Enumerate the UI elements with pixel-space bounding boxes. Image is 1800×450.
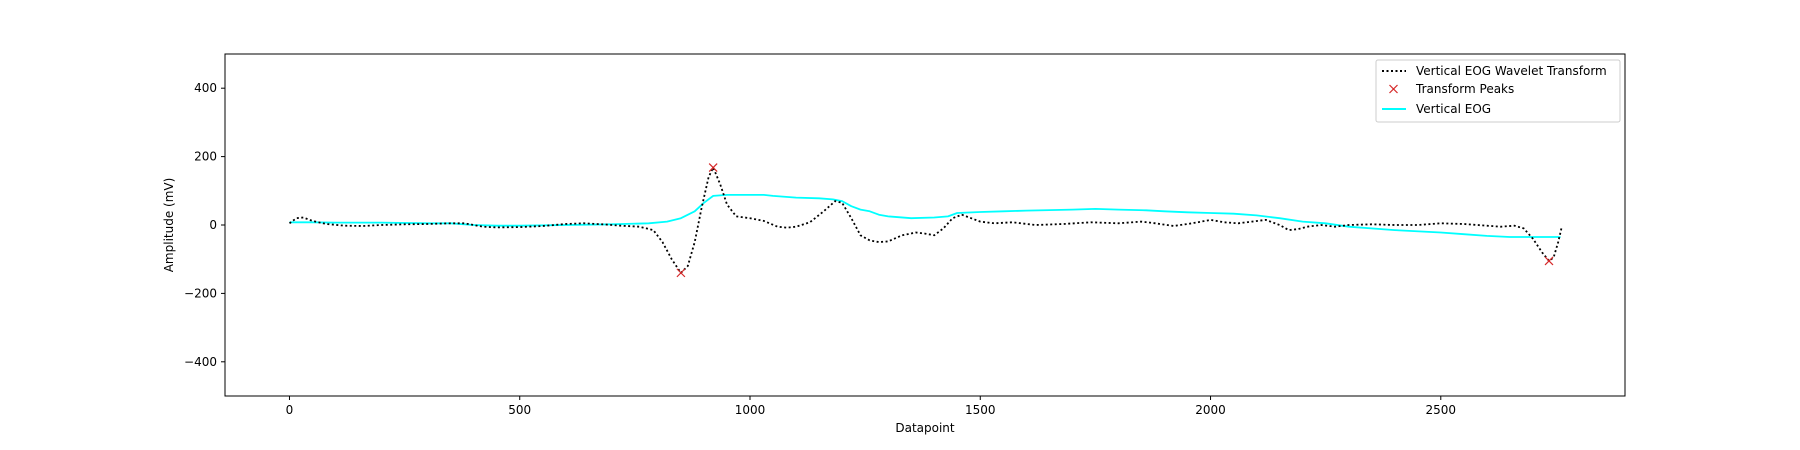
y-tick-label: 0 — [209, 218, 217, 232]
x-axis-label: Datapoint — [895, 421, 955, 435]
legend-box — [1375, 59, 1621, 123]
y-axis-label: Amplitude (mV) — [162, 178, 176, 273]
axes-layer: 0 500 1000 1500 2000 2500 −400 −200 0 200 400 — [184, 81, 1456, 417]
x-tick-label: 0 — [286, 403, 294, 417]
legend-wavelet-label: Vertical EOG Wavelet Transform — [1416, 64, 1607, 78]
y-tick-label: −400 — [184, 355, 217, 369]
y-tick-label: 400 — [194, 81, 217, 95]
transform-peak-marker — [676, 268, 686, 278]
plot-frame — [224, 53, 1626, 397]
y-tick-label: −200 — [184, 286, 217, 300]
x-tick-label: 1500 — [965, 403, 996, 417]
series-layer — [288, 163, 1563, 278]
legend-peaks-label: Transform Peaks — [1415, 82, 1514, 96]
legend-peaks-marker — [1389, 84, 1398, 94]
x-tick-label: 500 — [508, 403, 531, 417]
legend: Vertical EOG Wavelet Transform Transform… — [1375, 59, 1621, 123]
x-tick-label: 2000 — [1195, 403, 1226, 417]
series-vertical-eog-line — [289, 193, 1561, 238]
transform-peak-marker — [1544, 256, 1554, 266]
x-tick-label: 1000 — [735, 403, 766, 417]
series-wavelet-transform-line — [288, 166, 1563, 274]
legend-veog-label: Vertical EOG — [1416, 102, 1491, 116]
x-tick-label: 2500 — [1426, 403, 1457, 417]
y-tick-label: 200 — [194, 150, 217, 164]
transform-peak-marker — [708, 163, 718, 172]
